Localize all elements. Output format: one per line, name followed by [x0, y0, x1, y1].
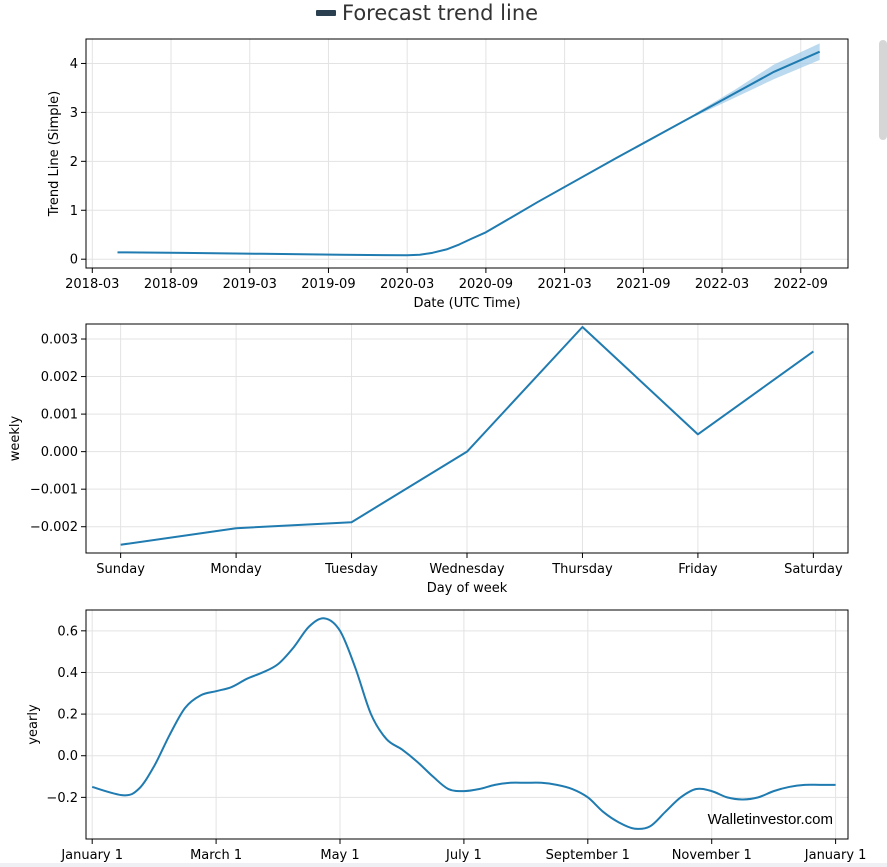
series-line	[120, 326, 814, 546]
y-tick-label: 0.002	[41, 370, 78, 385]
y-tick-label: 0.0	[57, 749, 78, 764]
y-tick-label: 0.000	[41, 445, 78, 460]
scrollbar[interactable]	[879, 40, 887, 140]
x-tick-label: Wednesday	[429, 562, 505, 577]
x-tick-label: Tuesday	[324, 562, 378, 577]
y-tick-label: 3	[70, 106, 78, 121]
legend: Forecast trend line	[316, 0, 538, 26]
x-tick-label: 2021-09	[616, 277, 670, 292]
y-tick-label: 2	[70, 155, 78, 170]
x-tick-label: 2020-09	[459, 277, 513, 292]
y-tick-label: 1	[70, 204, 78, 219]
x-tick-label: May 1	[320, 848, 359, 863]
x-tick-label: 2020-03	[380, 277, 434, 292]
y-tick-label: 0.2	[57, 708, 78, 723]
y-tick-label: 0	[70, 253, 78, 268]
y-axis-label: Trend Line (Simple)	[47, 91, 62, 217]
x-tick-label: March 1	[190, 848, 242, 863]
x-tick-label: 2022-03	[695, 277, 749, 292]
x-tick-label: 2019-03	[223, 277, 277, 292]
x-tick-label: 2022-09	[774, 277, 828, 292]
x-tick-label: January 1	[804, 848, 867, 863]
y-axis-label: weekly	[8, 415, 23, 461]
plot-frame	[85, 323, 849, 554]
y-tick-label: −0.2	[46, 791, 78, 806]
y-tick-label: 4	[70, 57, 78, 72]
chart-trend: 2018-03 2018-09 2019-03 2019-09 2020-03 2020-…	[47, 38, 849, 311]
bottom-strip	[0, 863, 887, 867]
y-tick-label: 0.003	[41, 333, 78, 348]
chart-weekly: Sunday Monday Tuesday Wednesday Thursday Frid…	[8, 323, 849, 596]
series-line	[117, 50, 821, 257]
x-axis-label: Date (UTC Time)	[413, 296, 520, 311]
y-tick-label: 0.4	[57, 666, 78, 681]
x-tick-label: November 1	[672, 848, 752, 863]
chart-yearly: January 1 March 1 May 1 July 1 September 1 No…	[26, 609, 867, 863]
plot-frame	[85, 609, 849, 840]
x-tick-label: 2019-09	[301, 277, 355, 292]
x-tick-label: 2018-09	[144, 277, 198, 292]
y-axis-label: yearly	[26, 704, 41, 745]
series-line	[91, 617, 836, 830]
plot-frame	[85, 38, 849, 269]
watermark: Walletinvestor.com	[708, 811, 833, 828]
x-tick-label: July 1	[445, 848, 482, 863]
x-tick-label: 2021-03	[537, 277, 591, 292]
x-tick-label: Monday	[210, 562, 262, 577]
y-tick-label: 0.6	[57, 624, 78, 639]
x-tick-label: January 1	[60, 848, 123, 863]
y-tick-label: 0.001	[41, 408, 78, 423]
y-tick-label: −0.002	[30, 520, 78, 535]
x-tick-label: Saturday	[784, 562, 843, 577]
legend-label: Forecast trend line	[342, 1, 539, 25]
x-tick-label: Thursday	[551, 562, 613, 577]
x-tick-label: September 1	[546, 848, 630, 863]
legend-swatch	[316, 10, 336, 16]
x-tick-label: Friday	[678, 562, 718, 577]
x-tick-label: 2018-03	[65, 277, 119, 292]
x-tick-label: Sunday	[96, 562, 145, 577]
y-tick-label: −0.001	[30, 483, 78, 498]
x-axis-label: Day of week	[427, 581, 508, 596]
